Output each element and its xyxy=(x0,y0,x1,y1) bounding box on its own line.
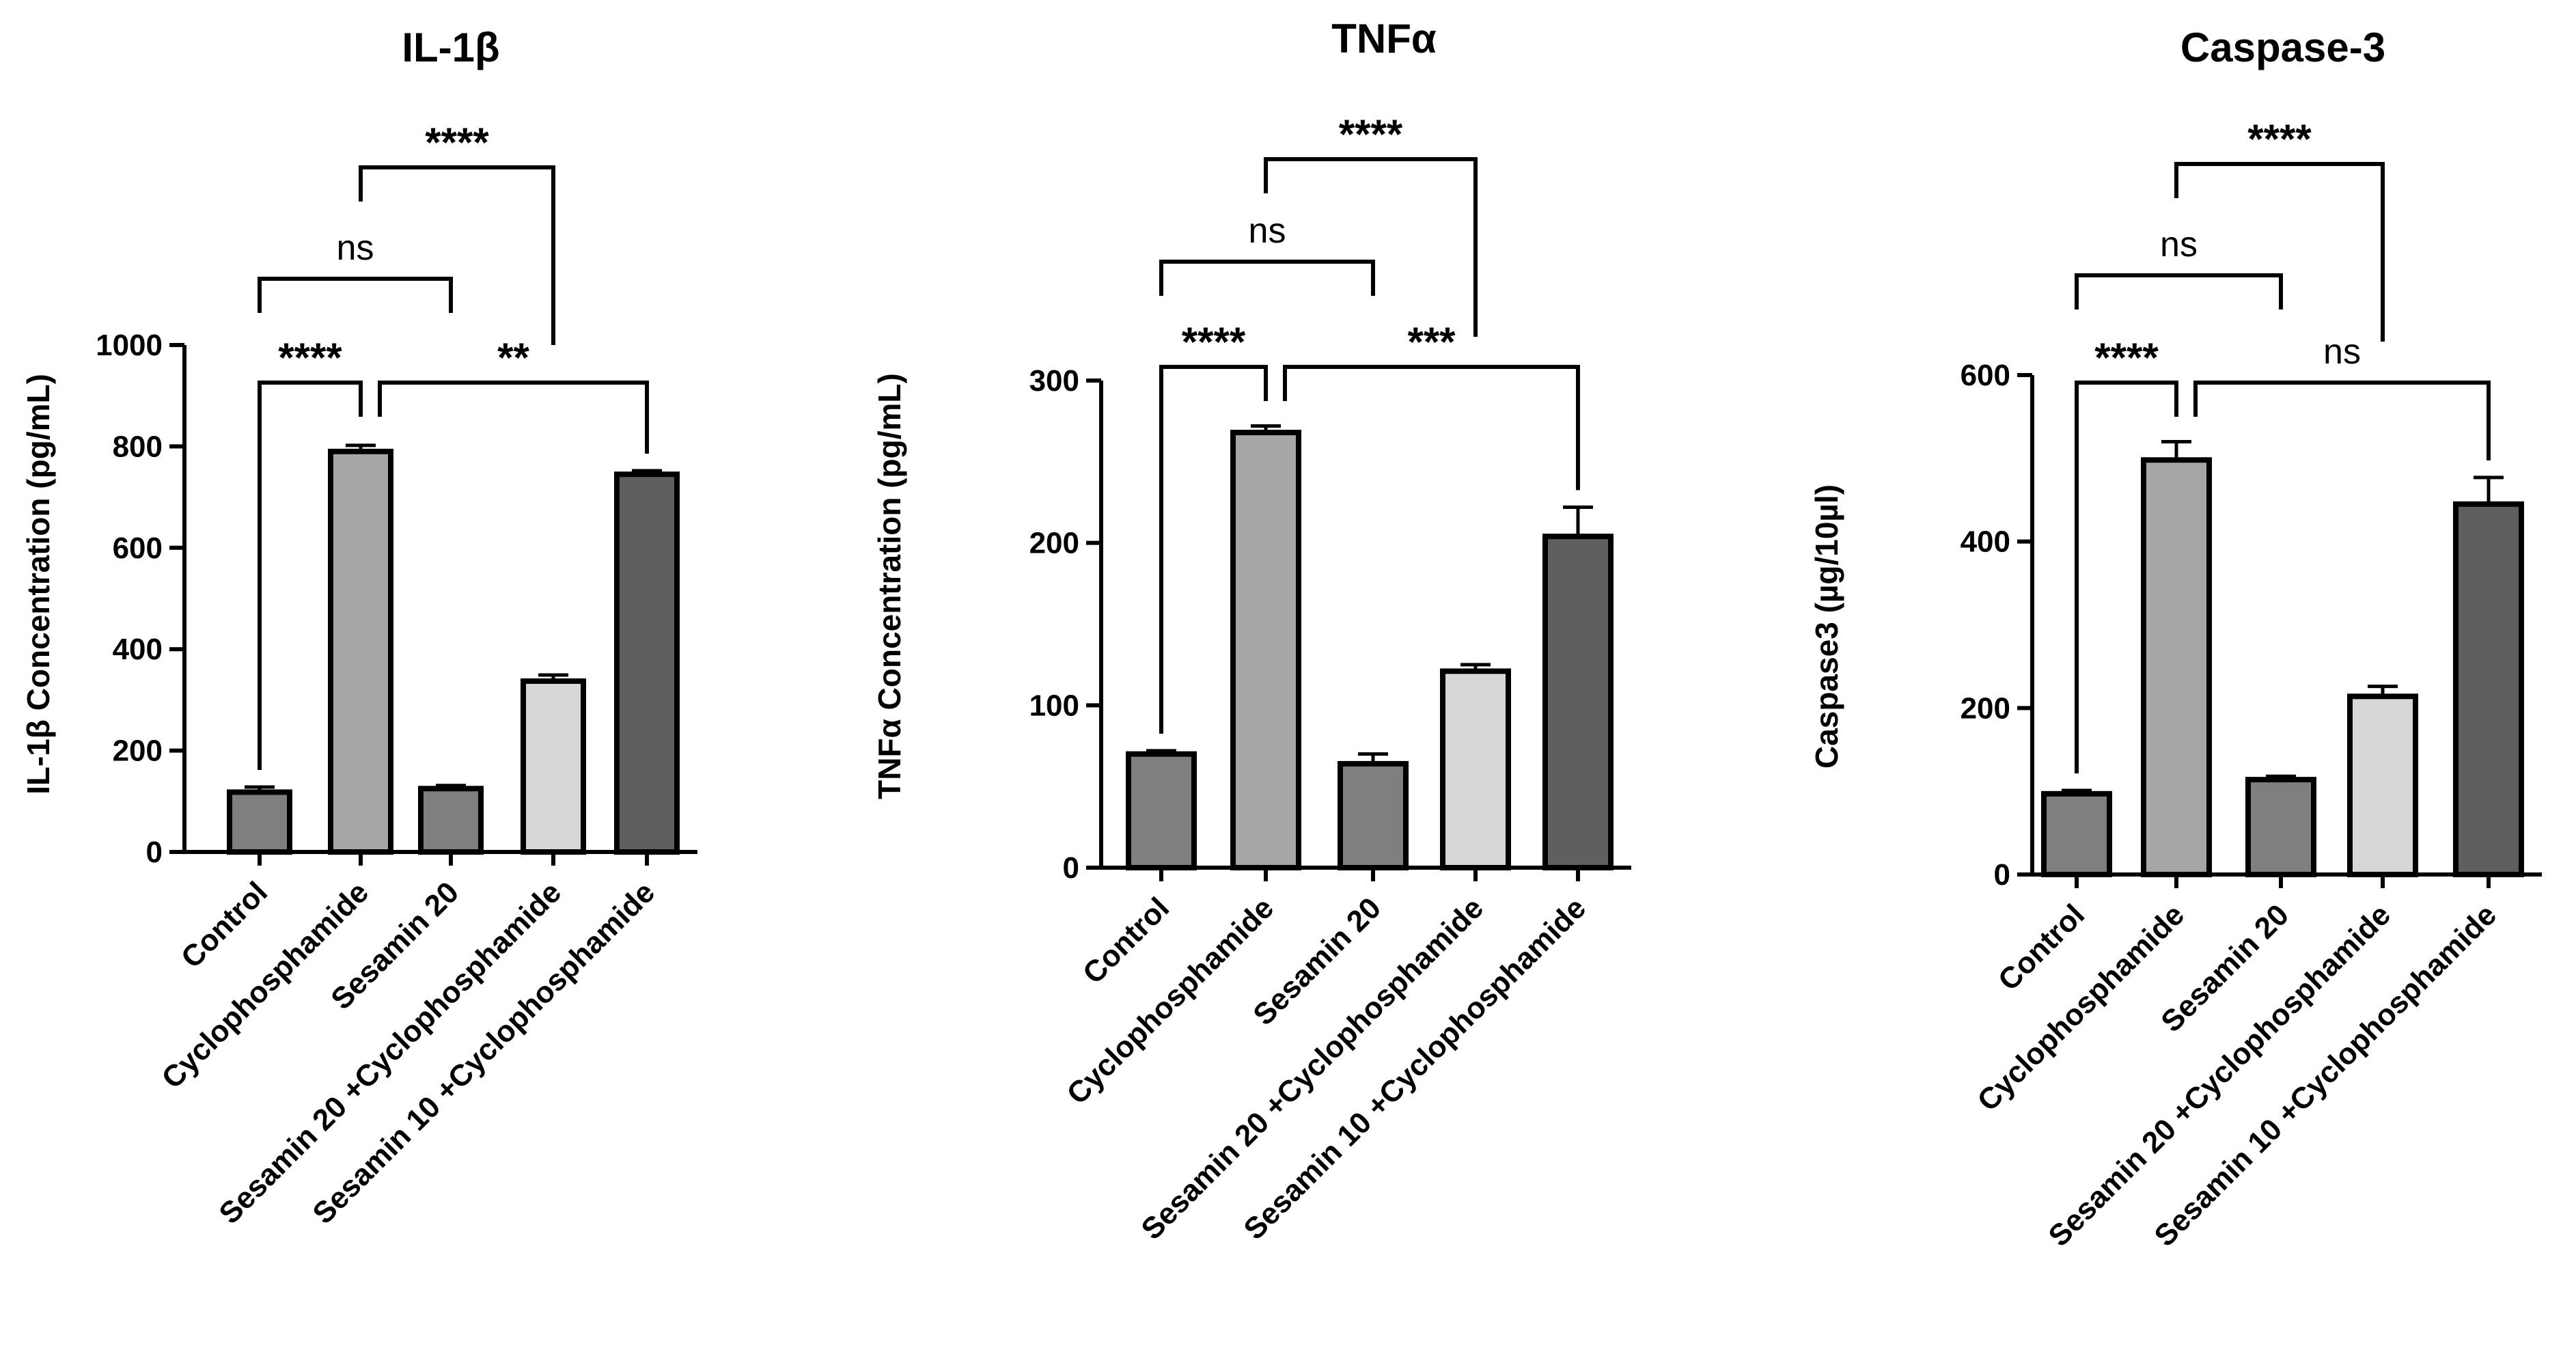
y-axis-label: TNFα Concentration (pg/mL) xyxy=(872,373,907,799)
significance-label: ns xyxy=(337,228,374,268)
significance-bracket xyxy=(1283,365,1580,491)
chart-title: Caspase-3 xyxy=(2180,25,2385,70)
significance-bracket xyxy=(1159,365,1268,734)
y-axis-label: Caspase3 (µg/10µl) xyxy=(1809,484,1844,769)
significance-bracket xyxy=(359,165,555,345)
chart-title: IL-1β xyxy=(402,25,499,70)
plot-area: 02004006008001000ControlCyclophosphamide… xyxy=(96,120,697,1230)
bar xyxy=(521,678,586,855)
y-tick-label: 300 xyxy=(1029,364,1079,398)
x-tick-label: Control xyxy=(1077,891,1176,990)
bar xyxy=(1338,760,1409,870)
significance-label: ns xyxy=(2160,225,2198,264)
significance-label: **** xyxy=(425,120,489,165)
y-tick-label: 200 xyxy=(1029,527,1079,560)
significance-label: **** xyxy=(278,335,342,381)
significance-bracket xyxy=(2075,273,2283,309)
plot-area: 0200400600ControlCyclophosphamideSesamin… xyxy=(1961,116,2542,1253)
y-tick-label: 0 xyxy=(1063,851,1079,885)
bar xyxy=(2245,777,2316,877)
chart-title: TNFα xyxy=(1331,16,1437,61)
significance-bracket xyxy=(258,277,453,313)
significance-bracket xyxy=(1264,157,1478,337)
y-tick-label: 400 xyxy=(1961,525,2010,559)
y-tick-label: 600 xyxy=(1961,359,2010,392)
bar xyxy=(1230,430,1301,870)
significance-label: ns xyxy=(2323,332,2361,372)
bar xyxy=(1440,668,1511,870)
significance-bracket xyxy=(2174,162,2385,342)
bar xyxy=(328,448,393,855)
significance-label: **** xyxy=(2247,116,2312,162)
y-axis-label: IL-1β Concentration (pg/mL) xyxy=(20,374,56,795)
y-tick-label: 400 xyxy=(113,633,163,666)
chart-panel-caspase3: Caspase-3 Caspase3 (µg/10µl) 0 200 400 600 C… xyxy=(1809,25,2542,1253)
y-tick-label: 0 xyxy=(146,836,163,869)
significance-label: **** xyxy=(1182,319,1246,365)
x-tick-label: Sesamin 10 +Cyclophosphamide xyxy=(306,875,661,1230)
significance-label: *** xyxy=(1407,319,1456,365)
chart-panel-tnfa: TNFα TNFα Concentration (pg/mL) 0 100 200 3… xyxy=(872,16,1631,1246)
significance-bracket xyxy=(378,381,649,454)
y-tick-label: 1000 xyxy=(96,329,163,362)
x-tick-label: Cyclophosphamide xyxy=(1060,891,1280,1111)
bar xyxy=(2453,501,2524,877)
significance-bracket xyxy=(258,381,363,771)
chart-panel-il1b: IL-1β IL-1β Concentration (pg/mL) 0 200 40… xyxy=(20,25,697,1230)
plot-area: 0100200300ControlCyclophosphamideSesamin… xyxy=(1029,111,1631,1246)
bar xyxy=(227,789,292,855)
bar xyxy=(1542,534,1614,870)
y-tick-label: 100 xyxy=(1029,689,1079,722)
y-tick-label: 0 xyxy=(1994,858,2010,892)
significance-label: **** xyxy=(1339,111,1403,157)
significance-bracket xyxy=(1159,260,1375,296)
y-tick-label: 600 xyxy=(113,532,163,565)
significance-label: ns xyxy=(1249,211,1286,251)
significance-label: ** xyxy=(497,335,529,381)
significance-bracket xyxy=(2193,381,2491,460)
significance-bracket xyxy=(2075,381,2178,773)
y-tick-label: 800 xyxy=(113,430,163,463)
x-tick-label: Control xyxy=(1992,898,2091,997)
bar xyxy=(2041,790,2112,877)
y-tick-label: 200 xyxy=(1961,691,2010,725)
bar xyxy=(418,786,484,855)
bar xyxy=(614,471,680,855)
bar xyxy=(2347,693,2418,877)
x-tick-label: Control xyxy=(175,875,274,974)
bar xyxy=(1126,751,1197,870)
bar xyxy=(2141,457,2212,877)
significance-label: **** xyxy=(2094,335,2159,381)
y-tick-label: 200 xyxy=(113,734,163,768)
